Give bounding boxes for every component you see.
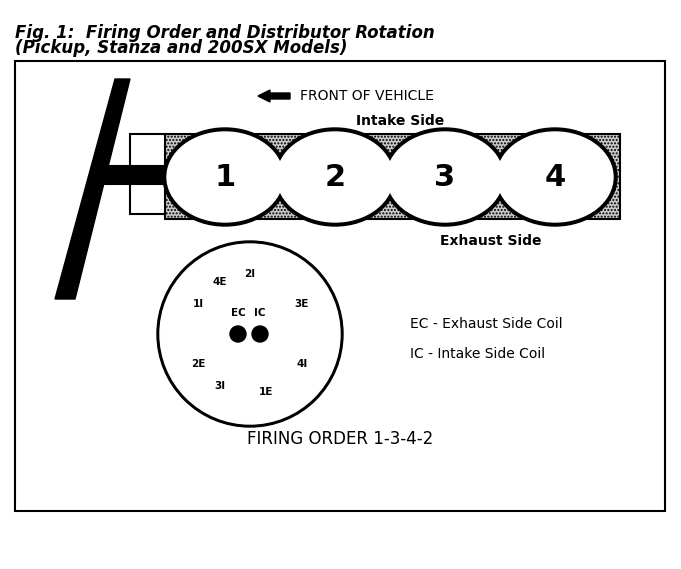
Text: 2I: 2I (244, 269, 255, 279)
Circle shape (228, 252, 272, 296)
Circle shape (198, 364, 242, 408)
Circle shape (176, 282, 220, 326)
Circle shape (198, 260, 242, 304)
Circle shape (280, 342, 324, 386)
FancyArrow shape (258, 90, 290, 102)
Ellipse shape (497, 132, 613, 222)
Text: 1E: 1E (258, 387, 272, 397)
Polygon shape (55, 79, 130, 299)
Circle shape (230, 326, 246, 342)
Ellipse shape (167, 132, 283, 222)
Ellipse shape (387, 132, 503, 222)
Text: (Pickup, Stanza and 200SX Models): (Pickup, Stanza and 200SX Models) (15, 39, 347, 57)
Text: EC - Exhaust Side Coil: EC - Exhaust Side Coil (410, 317, 563, 331)
Circle shape (176, 342, 220, 386)
Text: Exhaust Side: Exhaust Side (440, 234, 541, 248)
Bar (130, 134, 165, 214)
Text: 4E: 4E (212, 277, 227, 287)
Ellipse shape (273, 128, 397, 226)
Ellipse shape (383, 128, 507, 226)
Text: 3: 3 (434, 163, 456, 192)
Ellipse shape (277, 132, 393, 222)
Text: FRONT OF VEHICLE: FRONT OF VEHICLE (300, 89, 434, 103)
Circle shape (280, 282, 324, 326)
Text: 1I: 1I (193, 299, 204, 309)
Bar (15, 61, 665, 511)
Text: FIRING ORDER 1-3-4-2: FIRING ORDER 1-3-4-2 (247, 430, 433, 448)
Bar (95, 166, 167, 184)
Text: 4: 4 (544, 163, 566, 192)
Text: Intake Side: Intake Side (356, 114, 444, 128)
Circle shape (157, 241, 343, 427)
Text: 3I: 3I (215, 381, 225, 391)
Bar (165, 134, 620, 219)
Text: 3E: 3E (295, 299, 309, 309)
Text: Fig. 1:  Firing Order and Distributor Rotation: Fig. 1: Firing Order and Distributor Rot… (15, 24, 434, 42)
Ellipse shape (493, 128, 617, 226)
Text: EC: EC (231, 308, 245, 318)
Text: 4I: 4I (296, 359, 308, 369)
Circle shape (252, 326, 268, 342)
Circle shape (244, 370, 287, 414)
Text: IC - Intake Side Coil: IC - Intake Side Coil (410, 347, 545, 361)
Text: 1: 1 (215, 163, 236, 192)
Ellipse shape (163, 128, 287, 226)
Text: IC: IC (254, 308, 266, 318)
Text: 2E: 2E (191, 359, 205, 369)
Text: 2: 2 (324, 163, 345, 192)
Circle shape (160, 244, 340, 424)
